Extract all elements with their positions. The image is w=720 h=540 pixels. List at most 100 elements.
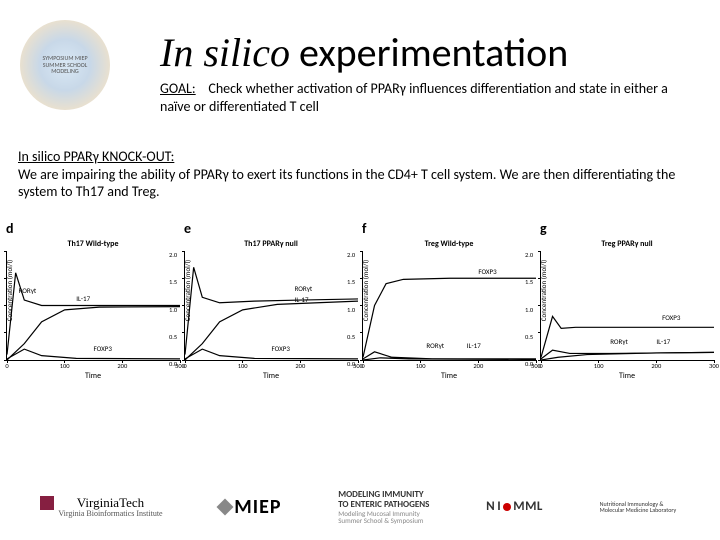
ytick-label: 0.5 bbox=[347, 333, 355, 341]
xaxis-label: Time bbox=[362, 371, 536, 381]
chart-plot: 0.00.51.01.52.00100200300RORγtIL-17FOXP3… bbox=[184, 251, 358, 361]
xtick-mark bbox=[420, 360, 421, 363]
xtick-label: 200 bbox=[651, 362, 661, 370]
ytick-label: 1.0 bbox=[169, 306, 177, 314]
yaxis-label: Concentration (mol/l) bbox=[183, 259, 192, 320]
plot-svg bbox=[363, 251, 536, 360]
chart-plot: 0.00.51.01.52.00100200300RORγtIL-17FOXP3… bbox=[6, 251, 180, 361]
plot-svg bbox=[541, 251, 714, 360]
mid-l2b: Summer School & Symposium bbox=[338, 517, 429, 525]
xtick-label: 0 bbox=[5, 362, 8, 370]
chart-letter: g bbox=[540, 220, 714, 237]
slide-title: In silico experimentation bbox=[160, 28, 568, 77]
nimml-logo: NIMML bbox=[486, 500, 543, 514]
xtick-label: 0 bbox=[361, 362, 364, 370]
ytick-label: 1.0 bbox=[347, 306, 355, 314]
xtick-mark bbox=[358, 360, 359, 363]
chart-letter: d bbox=[6, 220, 180, 237]
series-line bbox=[7, 349, 180, 359]
ytick-label: 2.0 bbox=[347, 251, 355, 259]
series-line bbox=[541, 316, 714, 357]
footer-logos: VirginiaTech Virginia Bioinformatics Ins… bbox=[0, 490, 720, 525]
nimml-dot-icon bbox=[503, 503, 511, 511]
miep-text: MIEP bbox=[234, 496, 281, 518]
yaxis-label: Concentration (mol/l) bbox=[539, 259, 548, 320]
xtick-label: 100 bbox=[238, 362, 248, 370]
xtick-mark bbox=[242, 360, 243, 363]
xtick-mark bbox=[185, 360, 186, 363]
chart-plot: 0.00.51.01.52.00100200300FOXP3RORγtIL-17… bbox=[540, 251, 714, 361]
chart-letter: e bbox=[184, 220, 358, 237]
vt-block-icon bbox=[40, 496, 54, 510]
goal-label: GOAL: bbox=[160, 80, 196, 97]
title-italic: In silico bbox=[160, 30, 290, 75]
plot-svg bbox=[7, 251, 180, 360]
xtick-mark bbox=[541, 360, 542, 363]
xaxis-label: Time bbox=[6, 371, 180, 381]
goal-block: GOAL: Check whether activation of PPARγ … bbox=[160, 80, 680, 115]
title-plain: experimentation bbox=[290, 28, 568, 77]
xtick-mark bbox=[180, 360, 181, 363]
ytick-label: 2.0 bbox=[169, 251, 177, 259]
chart-plot: 0.00.51.01.52.00100200300FOXP3RORγtIL-17… bbox=[362, 251, 536, 361]
xtick-label: 100 bbox=[60, 362, 70, 370]
mid-block: MODELING IMMUNITY TO ENTERIC PATHOGENS M… bbox=[338, 490, 429, 525]
vt-logo: VirginiaTech Virginia Bioinformatics Ins… bbox=[40, 496, 162, 519]
body-underline: In silico PPARγ KNOCK-OUT: bbox=[18, 148, 174, 165]
xtick-mark bbox=[656, 360, 657, 363]
xaxis-label: Time bbox=[540, 371, 714, 381]
ytick-label: 0.5 bbox=[525, 333, 533, 341]
chart-g: g Treg PPARγ null 0.00.51.01.52.0010020030… bbox=[540, 220, 714, 381]
series-line bbox=[363, 358, 536, 360]
chart-title: Treg Wild-type bbox=[362, 239, 536, 249]
series-line bbox=[185, 301, 358, 360]
vt-sub: Virginia Bioinformatics Institute bbox=[58, 510, 162, 519]
series-line bbox=[185, 349, 358, 359]
chart-title: Th17 PPARγ null bbox=[184, 239, 358, 249]
xtick-label: 200 bbox=[117, 362, 127, 370]
xtick-mark bbox=[714, 360, 715, 363]
yaxis-label: Concentration (mol/l) bbox=[361, 259, 370, 320]
ytick-label: 0.0 bbox=[525, 360, 533, 368]
xtick-mark bbox=[7, 360, 8, 363]
xtick-mark bbox=[363, 360, 364, 363]
chart-e: eTh17 PPARγ null0.00.51.01.52.0010020030… bbox=[184, 220, 358, 381]
body-block: In silico PPARγ KNOCK-OUT: We are impair… bbox=[18, 148, 702, 201]
series-line bbox=[7, 273, 180, 355]
miep-shape-icon bbox=[217, 499, 234, 516]
ytick-label: 0.0 bbox=[347, 360, 355, 368]
ytick-label: 0.0 bbox=[169, 360, 177, 368]
chart-f: fTreg Wild-type0.00.51.01.52.00100200300… bbox=[362, 220, 536, 381]
top-left-logo: SYMPOSIUM MIEPSUMMER SCHOOLMODELING bbox=[20, 20, 110, 110]
series-line bbox=[363, 278, 536, 357]
xtick-label: 0 bbox=[183, 362, 186, 370]
charts-row: d Th17 Wild-type 0.00.51.01.52.00100200300… bbox=[6, 220, 714, 381]
ytick-label: 2.0 bbox=[525, 251, 533, 259]
nimml-lab: Nutritional Immunology & Molecular Medic… bbox=[600, 501, 680, 514]
xtick-mark bbox=[478, 360, 479, 363]
chart-letter: f bbox=[362, 220, 536, 237]
yaxis-label: Concentration (mol/l) bbox=[5, 259, 14, 320]
ytick-label: 1.5 bbox=[525, 278, 533, 286]
vt-main: VirginiaTech bbox=[58, 496, 162, 510]
xtick-label: 0 bbox=[539, 362, 542, 370]
plot-svg bbox=[185, 251, 358, 360]
ytick-label: 0.5 bbox=[169, 333, 177, 341]
xtick-label: 100 bbox=[594, 362, 604, 370]
chart-title: Treg PPARγ null bbox=[540, 239, 714, 249]
xtick-label: 100 bbox=[416, 362, 426, 370]
miep-logo: MIEP bbox=[219, 496, 281, 518]
xtick-label: 200 bbox=[295, 362, 305, 370]
series-line bbox=[185, 267, 358, 354]
chart-title: Th17 Wild-type bbox=[6, 239, 180, 249]
xtick-label: 300 bbox=[709, 362, 719, 370]
ytick-label: 1.5 bbox=[169, 278, 177, 286]
ytick-label: 1.0 bbox=[525, 306, 533, 314]
xaxis-label: Time bbox=[184, 371, 358, 381]
xtick-mark bbox=[64, 360, 65, 363]
xtick-mark bbox=[122, 360, 123, 363]
xtick-mark bbox=[536, 360, 537, 363]
series-line bbox=[541, 350, 714, 359]
xtick-label: 200 bbox=[473, 362, 483, 370]
xtick-mark bbox=[300, 360, 301, 363]
